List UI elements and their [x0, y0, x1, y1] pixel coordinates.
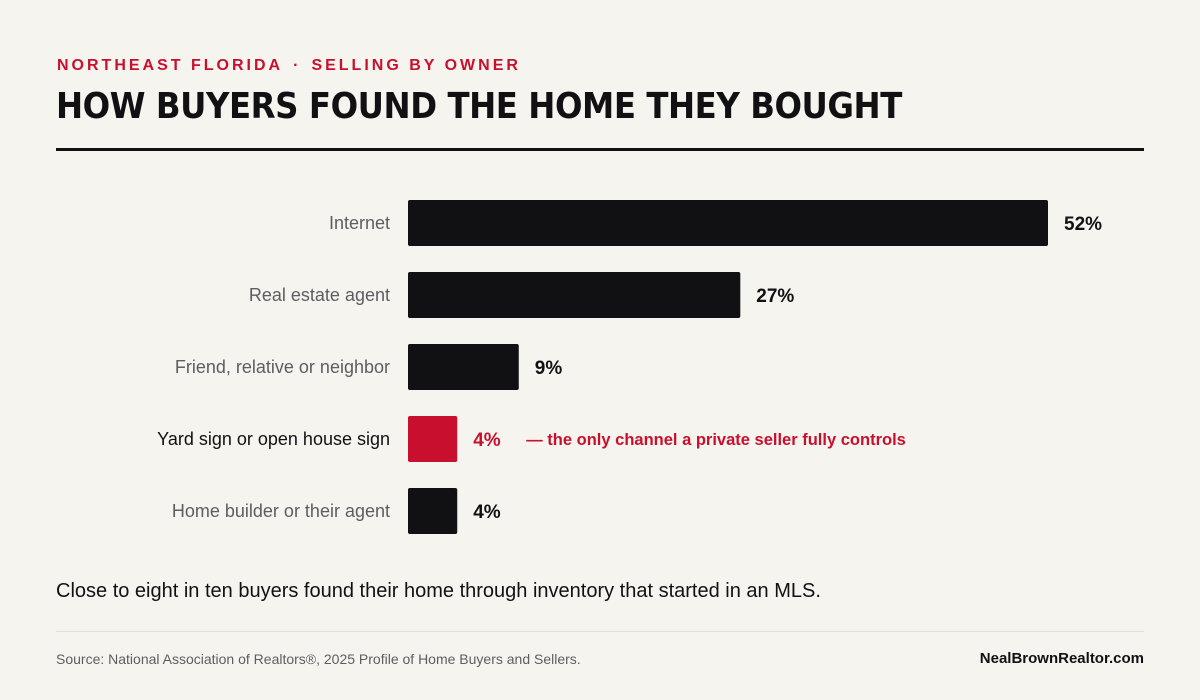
title-divider: [56, 148, 1144, 151]
page-title: HOW BUYERS FOUND THE HOME THEY BOUGHT: [56, 86, 902, 127]
kicker-separator: ·: [293, 57, 302, 74]
value-label: 27%: [756, 286, 794, 307]
highlight-annotation: — the only channel a private seller full…: [526, 431, 906, 449]
footer-divider: [56, 631, 1144, 632]
kicker: NORTHEAST FLORIDA · SELLING BY OWNER: [57, 57, 521, 75]
bar: [408, 488, 458, 534]
source-note: Source: National Association of Realtors…: [56, 651, 581, 667]
category-label: Home builder or their agent: [172, 501, 390, 521]
category-label: Real estate agent: [249, 285, 390, 305]
value-label: 52%: [1064, 214, 1102, 235]
category-label: Internet: [329, 213, 390, 233]
kicker-topic: SELLING BY OWNER: [311, 57, 521, 74]
bar-chart: Internet 52% Real estate agent 27% Friend, r…: [157, 200, 1102, 534]
bar: [408, 344, 519, 390]
kicker-region: NORTHEAST FLORIDA: [57, 57, 284, 74]
category-label: Friend, relative or neighbor: [175, 357, 390, 377]
site-link[interactable]: NealBrownRealtor.com: [979, 650, 1144, 667]
bar: [408, 416, 458, 462]
value-label: 4%: [473, 502, 501, 523]
value-label: 4%: [473, 430, 501, 451]
bar: [408, 200, 1048, 246]
chart-caption: Close to eight in ten buyers found their…: [56, 580, 821, 602]
category-label: Yard sign or open house sign: [157, 429, 390, 449]
bar: [408, 272, 741, 318]
value-label: 9%: [535, 358, 563, 379]
